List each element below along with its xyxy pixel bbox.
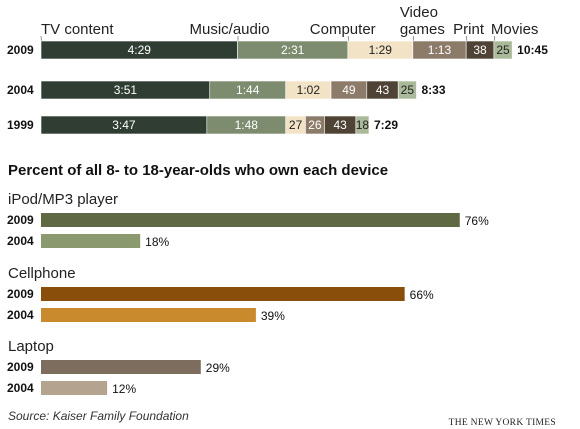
value-label-laptop-2009: 29% xyxy=(206,361,230,375)
segment-label-1999-music-audio: 1:48 xyxy=(235,118,259,132)
category-header-computer: Computer xyxy=(310,21,376,38)
segment-1999-movies xyxy=(355,115,370,135)
device-label-cellphone: Cellphone xyxy=(8,265,76,282)
source-note: Source: Kaiser Family Foundation xyxy=(8,409,189,423)
value-label-ipod-mp3-player-2009: 76% xyxy=(465,214,489,228)
year-label-ipod-mp3-player-2009: 2009 xyxy=(7,213,34,227)
total-label-1999: 7:29 xyxy=(374,118,398,132)
year-label-2004: 2004 xyxy=(7,83,34,97)
nyt-credit: THE NEW YORK TIMES xyxy=(449,418,556,428)
segment-label-2009-print: 38 xyxy=(473,43,487,57)
segment-label-2004-tv-content: 3:51 xyxy=(114,83,138,97)
segment-label-1999-tv-content: 3:47 xyxy=(112,118,136,132)
category-header-music-audio: Music/audio xyxy=(190,21,270,38)
category-tick xyxy=(40,35,42,42)
year-label-cellphone-2009: 2009 xyxy=(7,287,34,301)
segment-label-2004-movies: 25 xyxy=(401,83,415,97)
segment-label-1999-video-games: 26 xyxy=(308,118,322,132)
bar-laptop-2004 xyxy=(41,381,108,395)
year-label-laptop-2004: 2004 xyxy=(7,381,34,395)
segment-label-2009-computer: 1:29 xyxy=(369,43,393,57)
value-label-cellphone-2009: 66% xyxy=(410,288,434,302)
device-chart-title: Percent of all 8- to 18-year-olds who ow… xyxy=(8,162,388,179)
bar-cellphone-2009 xyxy=(41,287,405,301)
segment-label-2009-tv-content: 4:29 xyxy=(128,43,152,57)
device-label-ipod-mp3-player: iPod/MP3 player xyxy=(8,191,118,208)
total-label-2004: 8:33 xyxy=(421,83,445,97)
segment-label-2004-video-games: 49 xyxy=(342,83,356,97)
year-label-2009: 2009 xyxy=(7,43,34,57)
segment-label-1999-movies: 18 xyxy=(356,118,370,132)
device-ownership-chart: iPod/MP3 player 2009 76% 2004 18% Cellphone 20… xyxy=(7,191,489,396)
category-header-tv-content: TV content xyxy=(41,21,114,38)
total-label-2009: 10:45 xyxy=(517,43,548,57)
value-label-laptop-2004: 12% xyxy=(112,382,136,396)
value-label-cellphone-2004: 39% xyxy=(261,309,285,323)
bar-laptop-2009 xyxy=(41,360,201,374)
year-label-1999: 1999 xyxy=(7,118,34,132)
segment-label-2004-music-audio: 1:44 xyxy=(236,83,260,97)
bar-ipod-mp3-player-2009 xyxy=(41,213,460,227)
segment-label-1999-computer: 27 xyxy=(289,118,303,132)
segment-label-1999-print: 43 xyxy=(333,118,347,132)
segment-label-2009-music-audio: 2:31 xyxy=(281,43,305,57)
category-header-video-games: games xyxy=(400,21,445,38)
segment-2004-movies xyxy=(397,80,417,100)
category-header-movies: Movies xyxy=(491,21,539,38)
category-header-print: Print xyxy=(453,21,485,38)
segment-label-2004-print: 43 xyxy=(376,83,390,97)
segment-label-2009-movies: 25 xyxy=(496,43,510,57)
segment-2009-movies xyxy=(493,40,513,60)
category-header-video-games: Video xyxy=(400,4,438,21)
device-label-laptop: Laptop xyxy=(8,338,54,355)
bar-cellphone-2004 xyxy=(41,308,256,322)
year-label-cellphone-2004: 2004 xyxy=(7,308,34,322)
bar-ipod-mp3-player-2004 xyxy=(41,234,141,248)
value-label-ipod-mp3-player-2004: 18% xyxy=(145,235,169,249)
segment-label-2009-video-games: 1:13 xyxy=(428,43,452,57)
segment-label-2004-computer: 1:02 xyxy=(297,83,321,97)
year-label-ipod-mp3-player-2004: 2004 xyxy=(7,234,34,248)
year-label-laptop-2009: 2009 xyxy=(7,360,34,374)
